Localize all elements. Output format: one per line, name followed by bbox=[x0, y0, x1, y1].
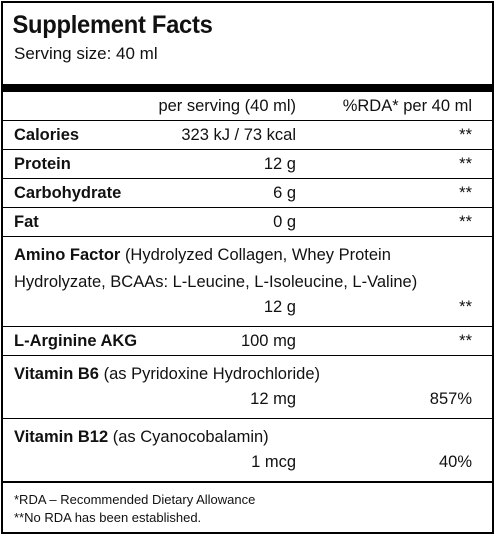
amount: 1 mcg bbox=[251, 453, 296, 471]
serving-size: Serving size: 40 ml bbox=[14, 44, 158, 63]
header-row: per serving (40 ml) %RDA* per 40 ml bbox=[3, 92, 492, 121]
nutrient-description: Vitamin B12 (as Cyanocobalamin) bbox=[3, 419, 492, 451]
nutrient-detail: (as Pyridoxine Hydrochloride) bbox=[103, 365, 320, 383]
nutrient-description: Vitamin B6 (as Pyridoxine Hydrochloride) bbox=[3, 356, 492, 388]
nutrient-row: Vitamin B6 (as Pyridoxine Hydrochloride)… bbox=[3, 356, 492, 419]
nutrient-name: Carbohydrate bbox=[14, 184, 122, 202]
rda: ** bbox=[459, 332, 472, 350]
nutrient-detail: (Hydrolyzed Collagen, Whey Protein Hydro… bbox=[14, 246, 418, 291]
rda: 857% bbox=[429, 390, 472, 408]
amount-line: 1 mcg 40% bbox=[3, 451, 492, 481]
amount: 12 g bbox=[263, 298, 296, 316]
footnote: *RDA – Recommended Dietary Allowance bbox=[14, 492, 256, 507]
amount-line: 12 mg 857% bbox=[3, 388, 492, 418]
title: Supplement Facts bbox=[12, 11, 213, 39]
footnote: **No RDA has been established. bbox=[14, 510, 202, 525]
rows: Calories 323 kJ / 73 kcal ** Protein 12 g ** C… bbox=[3, 121, 492, 483]
amount: 323 kJ / 73 kcal bbox=[181, 126, 296, 144]
column-header: per serving (40 ml) bbox=[158, 97, 296, 115]
rda: ** bbox=[459, 126, 472, 144]
amount-line: 12 g ** bbox=[3, 296, 492, 326]
nutrient-name: Vitamin B12 bbox=[14, 428, 109, 446]
rda: 40% bbox=[438, 453, 472, 471]
rda: ** bbox=[459, 184, 472, 202]
column-header: %RDA* per 40 ml bbox=[342, 97, 472, 115]
nutrient-detail: (as Cyanocobalamin) bbox=[112, 428, 269, 446]
rda: ** bbox=[459, 155, 472, 173]
nutrient-row: Protein 12 g ** bbox=[3, 150, 492, 179]
amount: 12 mg bbox=[250, 390, 296, 408]
amount: 12 g bbox=[263, 155, 296, 173]
nutrient-row: Calories 323 kJ / 73 kcal ** bbox=[3, 121, 492, 150]
divider bbox=[3, 84, 492, 92]
amount: 100 mg bbox=[240, 332, 296, 350]
rda: ** bbox=[459, 298, 472, 316]
nutrient-row: L-Arginine AKG 100 mg ** bbox=[3, 327, 492, 356]
nutrient-name: Vitamin B6 bbox=[14, 365, 99, 383]
nutrient-name: Fat bbox=[14, 213, 39, 231]
nutrient-row: Vitamin B12 (as Cyanocobalamin) 1 mcg 40% bbox=[3, 419, 492, 483]
nutrient-name: Calories bbox=[14, 126, 80, 144]
nutrient-row: Carbohydrate 6 g ** bbox=[3, 179, 492, 208]
nutrient-name: L-Arginine AKG bbox=[14, 332, 138, 350]
amount: 0 g bbox=[273, 213, 296, 231]
nutrient-row: Amino Factor (Hydrolyzed Collagen, Whey … bbox=[3, 237, 492, 327]
footnotes: *RDA – Recommended Dietary Allowance **No… bbox=[3, 483, 492, 527]
nutrient-description: Amino Factor (Hydrolyzed Collagen, Whey … bbox=[3, 237, 492, 296]
rda: ** bbox=[459, 213, 472, 231]
nutrient-row: Fat 0 g ** bbox=[3, 208, 492, 237]
nutrient-name: Protein bbox=[14, 155, 71, 173]
amount: 6 g bbox=[273, 184, 296, 202]
nutrient-name: Amino Factor bbox=[14, 246, 121, 264]
